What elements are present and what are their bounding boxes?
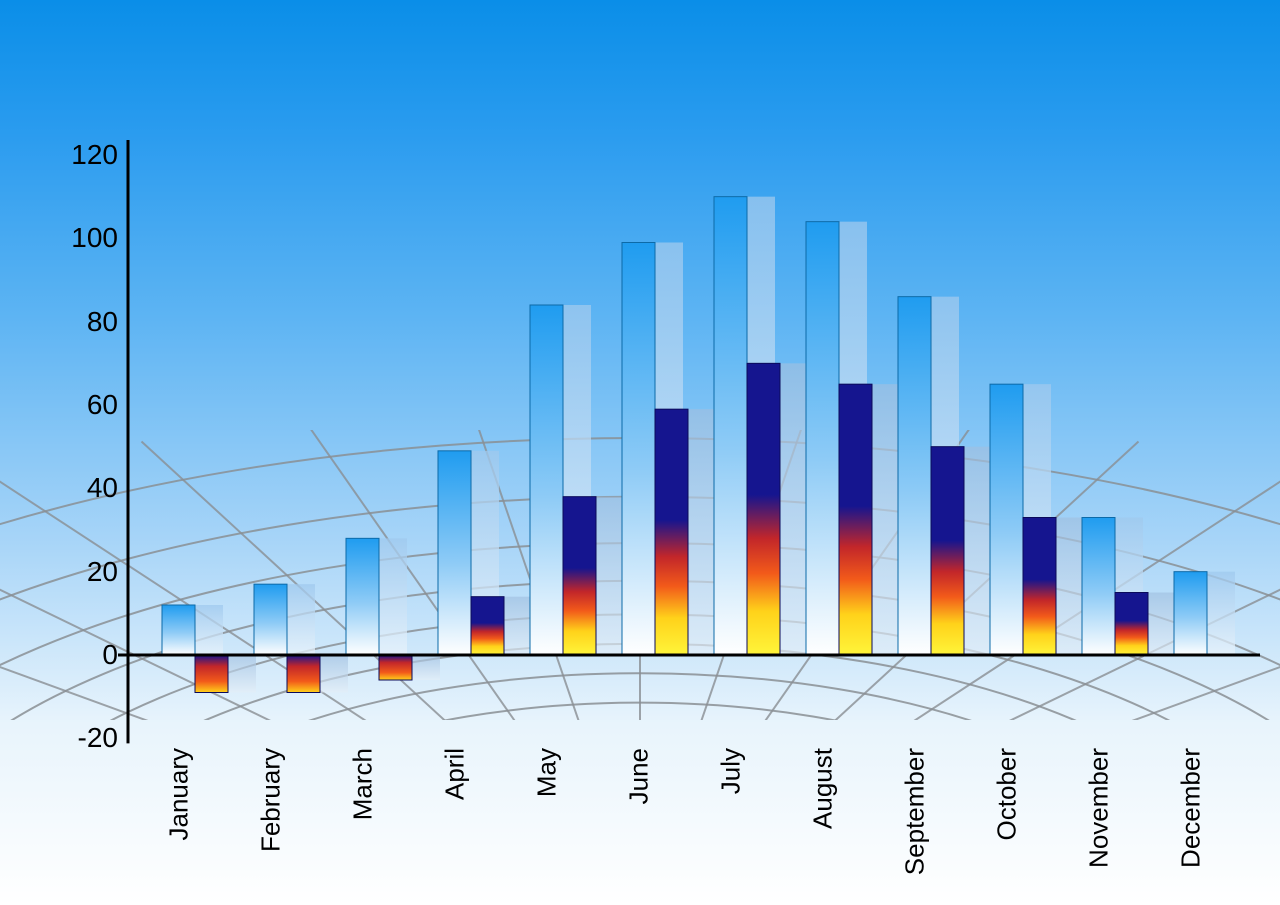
y-tick-label: 20	[38, 556, 118, 588]
x-tick-label: December	[1175, 748, 1206, 868]
bar-secondary	[931, 447, 964, 655]
x-tick-label: August	[807, 748, 838, 829]
bar-primary	[714, 197, 747, 655]
y-tick-label: 60	[38, 389, 118, 421]
bar-primary	[1174, 572, 1207, 655]
bar-primary	[254, 584, 287, 655]
bar-secondary	[655, 409, 688, 655]
y-tick-label: 40	[38, 472, 118, 504]
y-tick-label: 120	[38, 139, 118, 171]
x-tick-label: July	[715, 748, 746, 794]
bar-primary	[806, 222, 839, 655]
bar-secondary	[839, 384, 872, 655]
x-tick-label: January	[163, 748, 194, 841]
bar-secondary	[287, 655, 320, 693]
bar-secondary	[1115, 593, 1148, 656]
x-tick-label: April	[439, 748, 470, 800]
x-tick-label: June	[623, 748, 654, 804]
y-tick-label: -20	[38, 722, 118, 754]
bar-secondary	[1023, 518, 1056, 656]
y-tick-label: 0	[38, 639, 118, 671]
bar-secondary	[747, 363, 780, 655]
bar-primary	[898, 297, 931, 655]
bar-secondary	[471, 597, 504, 655]
bar-primary	[438, 451, 471, 655]
bar-secondary	[379, 655, 412, 680]
bar-primary	[162, 605, 195, 655]
bars-group	[162, 197, 1235, 693]
x-tick-label: November	[1083, 748, 1114, 868]
x-tick-label: May	[531, 748, 562, 797]
x-tick-label: March	[347, 748, 378, 820]
bar-secondary	[563, 497, 596, 655]
x-tick-label: September	[899, 748, 930, 875]
y-tick-label: 80	[38, 306, 118, 338]
bar-primary	[1082, 518, 1115, 656]
bar-secondary	[195, 655, 228, 693]
bar-primary	[346, 538, 379, 655]
y-tick-label: 100	[38, 222, 118, 254]
monthly-bar-chart: -20 0 20 40 60 80 100 120 January February March A…	[0, 0, 1280, 905]
bar-primary	[990, 384, 1023, 655]
x-tick-label: October	[991, 748, 1022, 841]
bar-primary	[530, 305, 563, 655]
bar-primary	[622, 243, 655, 656]
x-tick-label: February	[255, 748, 286, 852]
